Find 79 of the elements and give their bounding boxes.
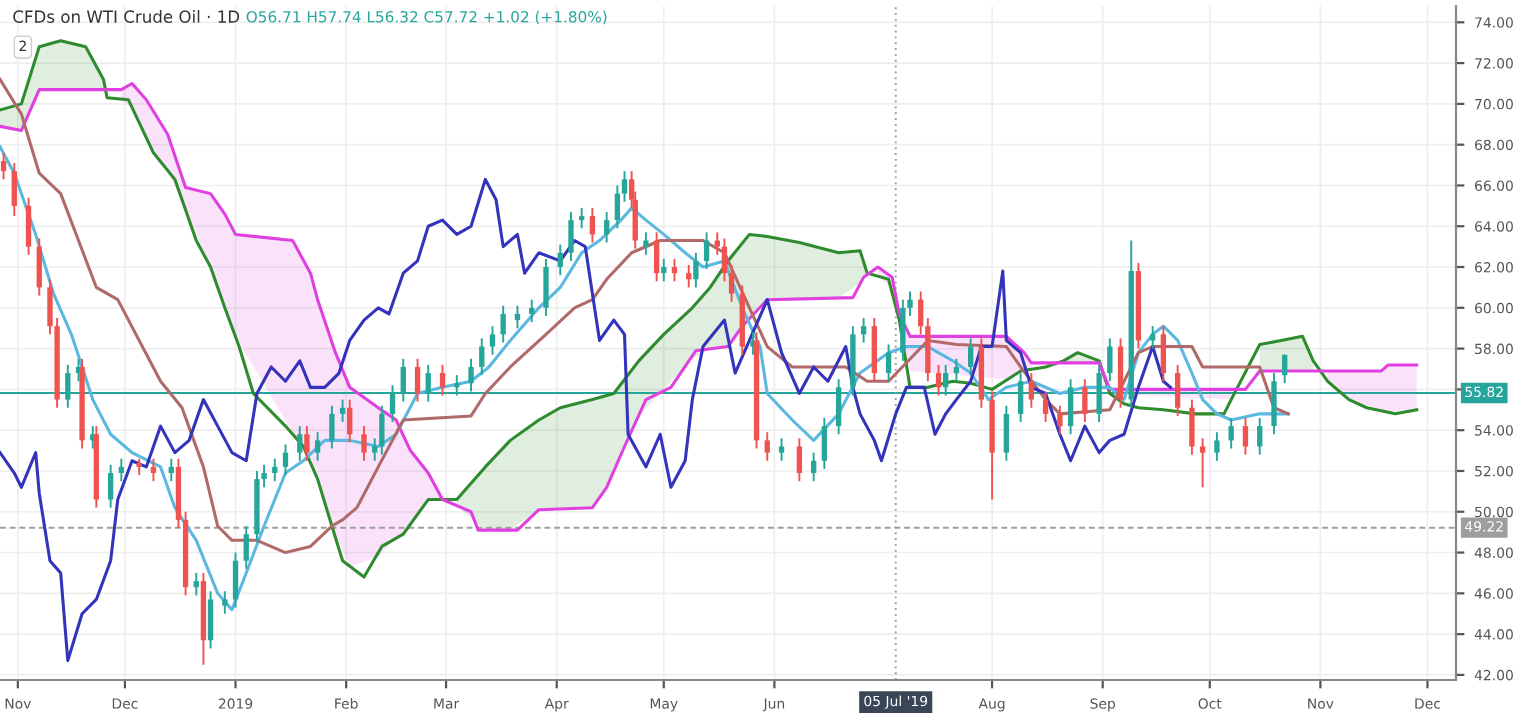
candlestick [935,363,942,397]
candlestick [1028,372,1035,409]
candlestick [232,551,239,609]
candlestick [1160,325,1167,383]
candlestick [967,337,974,377]
candlestick [489,325,496,356]
candlestick [1107,337,1113,383]
candlestick [439,363,446,397]
candlestick [703,231,710,271]
candlestick [1149,325,1156,350]
candlestick [222,590,228,615]
candlestick [36,237,42,297]
line-series [0,145,1290,612]
candlestick [150,457,157,483]
candlestick [643,231,649,256]
candlestick [693,251,699,289]
candlestick [118,457,125,483]
candlestick [871,317,877,383]
candlestick [1228,416,1234,450]
candlestick [721,237,728,283]
candlestick [339,398,346,423]
candlestick [1242,416,1249,456]
candlestick [953,357,960,383]
candlestick [193,571,199,597]
candlestick [297,425,303,462]
candlestick [821,416,828,470]
candlestick [764,431,770,462]
candlestick [885,343,892,383]
candlestick [379,404,385,456]
candlestick [557,243,563,277]
candlestick [1199,437,1206,489]
candlestick [579,206,585,230]
line-series [0,39,1419,579]
candlestick [361,425,367,462]
candlestick [414,357,421,403]
line-series [0,177,1173,663]
candlestick [653,231,660,283]
candlestick [778,437,785,462]
candlestick [272,457,278,483]
candlestick [900,298,906,362]
candlestick [107,463,114,509]
candlestick [243,525,249,570]
candlestick [1082,378,1088,423]
candlestick [207,590,214,650]
candlestick [1214,431,1220,462]
candlestick [514,304,521,330]
candlestick [860,317,867,344]
candlestick [168,457,174,483]
candlestick [529,298,535,324]
candlestick [728,264,735,303]
candlestick [282,443,289,477]
candlestick [621,170,628,203]
candlestick [543,257,549,317]
candlestick [11,162,17,218]
candlestick [0,151,7,181]
candlestick [1003,404,1010,462]
candlestick [810,451,817,483]
candlestick [661,257,667,283]
candlestick [25,196,32,256]
candlestick [603,211,610,244]
candlestick [614,184,621,230]
candlestick [568,211,574,262]
candlestick [479,337,485,377]
candlestick [1057,404,1063,436]
candlestick [347,398,353,444]
candlestick [671,257,678,283]
candlestick [500,304,506,344]
candlestick [1042,390,1049,423]
candlestick [1189,398,1195,456]
candlestick [314,431,321,462]
candlestick [304,425,310,462]
candlestick [686,264,692,289]
chart-title: CFDs on WTI Crude Oil · 1D [13,10,240,23]
candlestick [1282,353,1288,385]
candlestick [796,437,803,483]
candlestick [589,206,596,244]
candlestick [1257,416,1263,456]
candlestick [329,404,335,450]
candlestick [1174,363,1181,417]
